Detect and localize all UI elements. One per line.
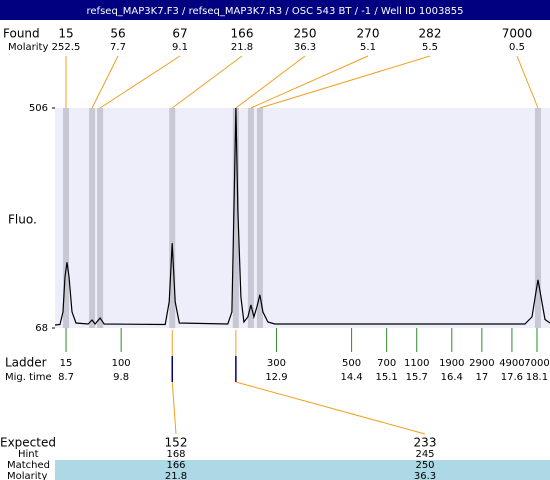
- expected-size: 152: [165, 436, 188, 450]
- y-tick-label: 506: [29, 103, 48, 114]
- ladder-mig-time: 14.4: [340, 372, 362, 383]
- ladder-mig-time: 8.7: [58, 372, 74, 383]
- ladder-mig-time: 17: [475, 372, 488, 383]
- found-molarity: 5.1: [360, 42, 376, 53]
- expected-label: Expected: [0, 436, 56, 450]
- peak-band: [89, 108, 96, 328]
- ladder-size: 500: [342, 358, 361, 369]
- found-molarity: 7.7: [110, 42, 126, 53]
- ladder-mig-time: 16.4: [441, 372, 463, 383]
- ladder-size: 7000: [524, 358, 549, 369]
- found-molarity: 9.1: [172, 42, 188, 53]
- peak-band: [534, 108, 541, 328]
- expected-molarity: 21.8: [165, 471, 187, 480]
- ladder-size: 15: [60, 358, 73, 369]
- found-molarity: 0.5: [509, 42, 525, 53]
- title-bar: [0, 0, 550, 20]
- matched-size: 250: [415, 460, 434, 471]
- expected-molarity-label: Molarity: [7, 471, 47, 480]
- peak-connector: [250, 55, 369, 109]
- hint-label: Hint: [18, 449, 39, 460]
- found-molarity: 21.8: [231, 42, 253, 53]
- ladder-mig-time: 15.7: [406, 372, 428, 383]
- peak-band: [232, 108, 239, 328]
- found-molarity: 252.5: [52, 42, 81, 53]
- expected-molarity: 36.3: [414, 471, 436, 480]
- found-size: 270: [357, 27, 380, 41]
- found-size: 15: [58, 27, 73, 41]
- matched-label: Matched: [7, 460, 50, 471]
- peak-connector: [99, 55, 181, 109]
- ladder-size: 100: [112, 358, 131, 369]
- peak-connector: [516, 55, 539, 109]
- ladder-size: 300: [267, 358, 286, 369]
- peak-band: [63, 108, 70, 328]
- ladder-mig-time: 9.8: [113, 372, 129, 383]
- ladder-size: 1900: [439, 358, 464, 369]
- y-tick-label: 68: [35, 323, 48, 334]
- found-size: 250: [294, 27, 317, 41]
- peak-band: [256, 108, 263, 328]
- ladder-mig-time: 18.1: [526, 372, 548, 383]
- peak-band: [97, 108, 104, 328]
- hint-size: 245: [415, 449, 434, 460]
- found-molarity-label: Molarity: [8, 42, 48, 53]
- mig-time-label: Mig. time: [5, 372, 52, 383]
- peak-connector: [91, 55, 119, 109]
- hint-size: 168: [166, 449, 185, 460]
- found-molarity: 5.5: [422, 42, 438, 53]
- y-axis-label: Fluo.: [8, 213, 37, 227]
- peak-connector: [259, 55, 431, 109]
- ladder-label: Ladder: [5, 356, 47, 370]
- ladder-size: 1100: [404, 358, 429, 369]
- peak-band: [247, 108, 254, 328]
- peak-band: [169, 108, 176, 328]
- matched-size: 166: [166, 460, 185, 471]
- found-size: 7000: [502, 27, 533, 41]
- ladder-size: 4900: [499, 358, 524, 369]
- title: refseq_MAP3K7.F3 / refseq_MAP3K7.R3 / OS…: [87, 6, 464, 17]
- ladder-size: 2900: [469, 358, 494, 369]
- ladder-size: 700: [377, 358, 396, 369]
- found-size: 166: [231, 27, 254, 41]
- expected-connector: [235, 381, 426, 435]
- matched-highlight: [55, 460, 550, 480]
- peak-connector: [235, 55, 306, 109]
- ladder-mig-time: 15.1: [376, 372, 398, 383]
- found-size: 56: [110, 27, 125, 41]
- found-molarity: 36.3: [294, 42, 316, 53]
- trace: [54, 107, 550, 326]
- expected-size: 233: [414, 436, 437, 450]
- ladder-mig-time: 12.9: [265, 372, 287, 383]
- ladder-mig-time: 17.6: [501, 372, 523, 383]
- expected-connector: [171, 381, 177, 435]
- found-size: 67: [172, 27, 187, 41]
- found-size: 282: [419, 27, 442, 41]
- plot-area: [55, 108, 550, 328]
- peak-connector: [171, 55, 243, 109]
- found-label: Found: [3, 27, 40, 41]
